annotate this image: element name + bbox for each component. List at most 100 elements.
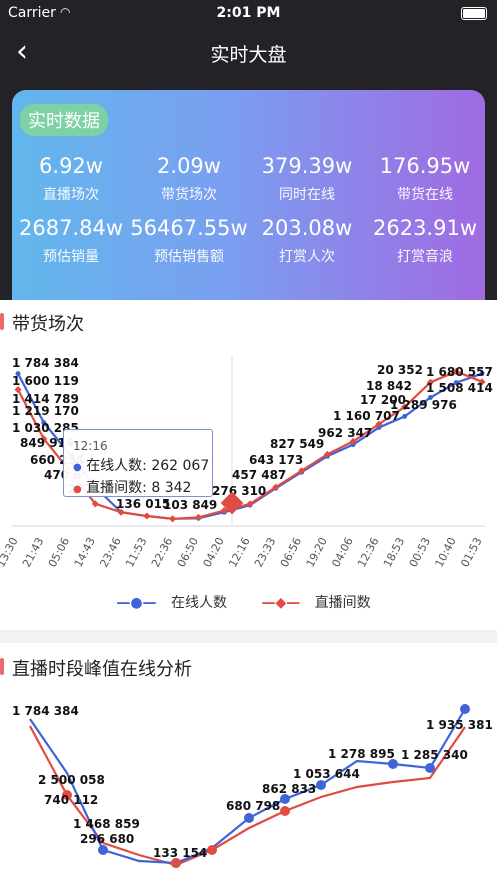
stat-item: 2.09w 带货场次 <box>130 154 248 204</box>
online-point <box>280 794 290 804</box>
legend-item-rooms[interactable]: —◆— 直播间数 <box>261 595 371 611</box>
legend-label: 直播间数 <box>314 595 371 611</box>
online-point <box>15 371 21 377</box>
stat-label: 带货在线 <box>397 187 453 203</box>
tooltip-time: 12:16 <box>73 439 108 453</box>
stat-value: 6.92w <box>39 154 103 178</box>
data-label: 1 278 895 <box>328 747 395 761</box>
stat-item: 56467.55w 预估销售额 <box>130 216 248 266</box>
back-icon[interactable]: ‹ <box>16 34 28 69</box>
tooltip-row-rooms: ● 直播间数: 8 342 <box>73 480 192 496</box>
rooms-point <box>426 378 434 386</box>
data-label: 827 549 <box>270 437 324 451</box>
data-label: 1 508 414 <box>426 381 493 395</box>
data-label: 1 680 557 <box>426 365 493 379</box>
rooms-point <box>220 506 228 515</box>
data-label: 1 414 789 <box>12 392 79 406</box>
data-label: 1 285 340 <box>401 748 468 762</box>
data-label: 1 600 119 <box>12 374 79 388</box>
page-title: 实时大盘 <box>210 44 287 66</box>
stat-label: 打赏音浪 <box>397 249 453 265</box>
rooms-point <box>478 378 486 386</box>
data-label: 862 833 <box>262 782 316 796</box>
data-label: 2 500 058 <box>38 773 105 787</box>
rooms-point <box>143 512 151 520</box>
rooms-point <box>349 437 357 445</box>
stat-value: 2687.84w <box>18 216 123 240</box>
data-label: 680 798 <box>226 799 280 813</box>
legend-item-online[interactable]: —●— 在线人数 <box>116 595 227 611</box>
rooms-point <box>298 467 306 475</box>
data-label: 1 935 381 <box>426 718 493 732</box>
data-label: 20 352 <box>377 363 423 377</box>
data-label: 1 160 707 <box>333 409 400 423</box>
online-point <box>98 845 108 855</box>
x-tick-label: 04:20 <box>201 535 227 569</box>
sales-sessions-chart[interactable]: 13:30 21:43 05:06 14:43 23:46 11:53 22:36 06:50… <box>0 300 497 630</box>
data-label: 276 310 <box>212 484 266 498</box>
stat-label: 直播场次 <box>43 187 99 203</box>
tooltip-rooms: 直播间数: 8 342 <box>86 480 192 496</box>
stat-label: 打赏人次 <box>279 249 335 265</box>
tooltip-row-online: ● 在线人数: 262 067 <box>73 458 210 474</box>
stat-item: 2687.84w 预估销量 <box>12 216 130 266</box>
realtime-badge: 实时数据 <box>20 104 108 136</box>
online-point <box>402 413 408 419</box>
x-tick-label: 05:06 <box>46 535 72 569</box>
data-label: 1 053 644 <box>293 767 360 781</box>
stat-value: 2.09w <box>157 154 221 178</box>
x-tick-label: 21:43 <box>20 535 46 569</box>
chart-legend: —●— 在线人数 —◆— 直播间数 <box>0 592 497 612</box>
rooms-point <box>246 500 254 508</box>
rooms-point <box>62 790 72 800</box>
x-tick-label: 23:33 <box>252 535 278 569</box>
data-label: 1 030 285 <box>12 421 79 435</box>
data-label: 457 487 <box>232 468 286 482</box>
data-label: 1 468 859 <box>73 817 140 831</box>
data-label: 133 154 <box>153 846 207 860</box>
chart-tooltip: 12:16 ● 在线人数: 262 067 ● 直播间数: 8 342 <box>63 429 213 497</box>
tooltip-online: 在线人数: 262 067 <box>86 458 210 474</box>
rooms-point <box>401 403 409 411</box>
wifi-icon: ◠ <box>60 5 71 19</box>
x-tick-label: 06:56 <box>278 535 304 569</box>
x-tick-label: 12:16 <box>226 535 252 569</box>
online-point <box>427 395 433 401</box>
stat-value: 56467.55w <box>130 216 248 240</box>
section-title: 直播时段峰值在线分析 <box>0 655 192 681</box>
sales-sessions-section: 带货场次 13:30 21:43 05:06 14:43 23:46 11:53 22:36… <box>0 300 497 630</box>
online-point <box>244 813 254 823</box>
rooms-point <box>272 483 280 491</box>
data-label: 18 842 <box>366 379 412 393</box>
stat-label: 同时在线 <box>279 187 335 203</box>
rooms-point <box>194 513 202 521</box>
x-tick-label: 13:30 <box>0 535 21 569</box>
data-label: 1 219 170 <box>12 404 79 418</box>
stat-value: 203.08w <box>261 216 353 240</box>
rooms-point <box>207 845 217 855</box>
data-label: 740 112 <box>44 793 98 807</box>
stat-value: 379.39w <box>261 154 353 178</box>
stat-item: 6.92w 直播场次 <box>12 154 130 204</box>
stat-value: 176.95w <box>379 154 471 178</box>
x-tick-label: 00:53 <box>407 535 433 569</box>
stat-item: 2623.91w 打赏音浪 <box>366 216 484 266</box>
section-title: 带货场次 <box>0 310 84 336</box>
data-label: 1 289 976 <box>390 398 457 412</box>
rooms-point <box>375 420 383 428</box>
stat-item: 379.39w 同时在线 <box>248 154 366 204</box>
data-label: 643 173 <box>249 453 303 467</box>
x-tick-label: 18:53 <box>381 535 407 569</box>
data-label: 296 680 <box>80 832 134 846</box>
data-label: 136 015 <box>116 497 170 511</box>
data-label: 1 784 384 <box>12 356 79 370</box>
status-bar: Carrier ◠ 2:01 PM <box>0 3 497 23</box>
online-point <box>425 763 435 773</box>
x-tick-label: 19:20 <box>304 535 330 569</box>
x-tick-label: 04:06 <box>329 535 355 569</box>
battery-icon <box>461 7 487 20</box>
rooms-point <box>169 515 177 523</box>
stat-value: 2623.91w <box>372 216 477 240</box>
legend-label: 在线人数 <box>170 595 227 611</box>
